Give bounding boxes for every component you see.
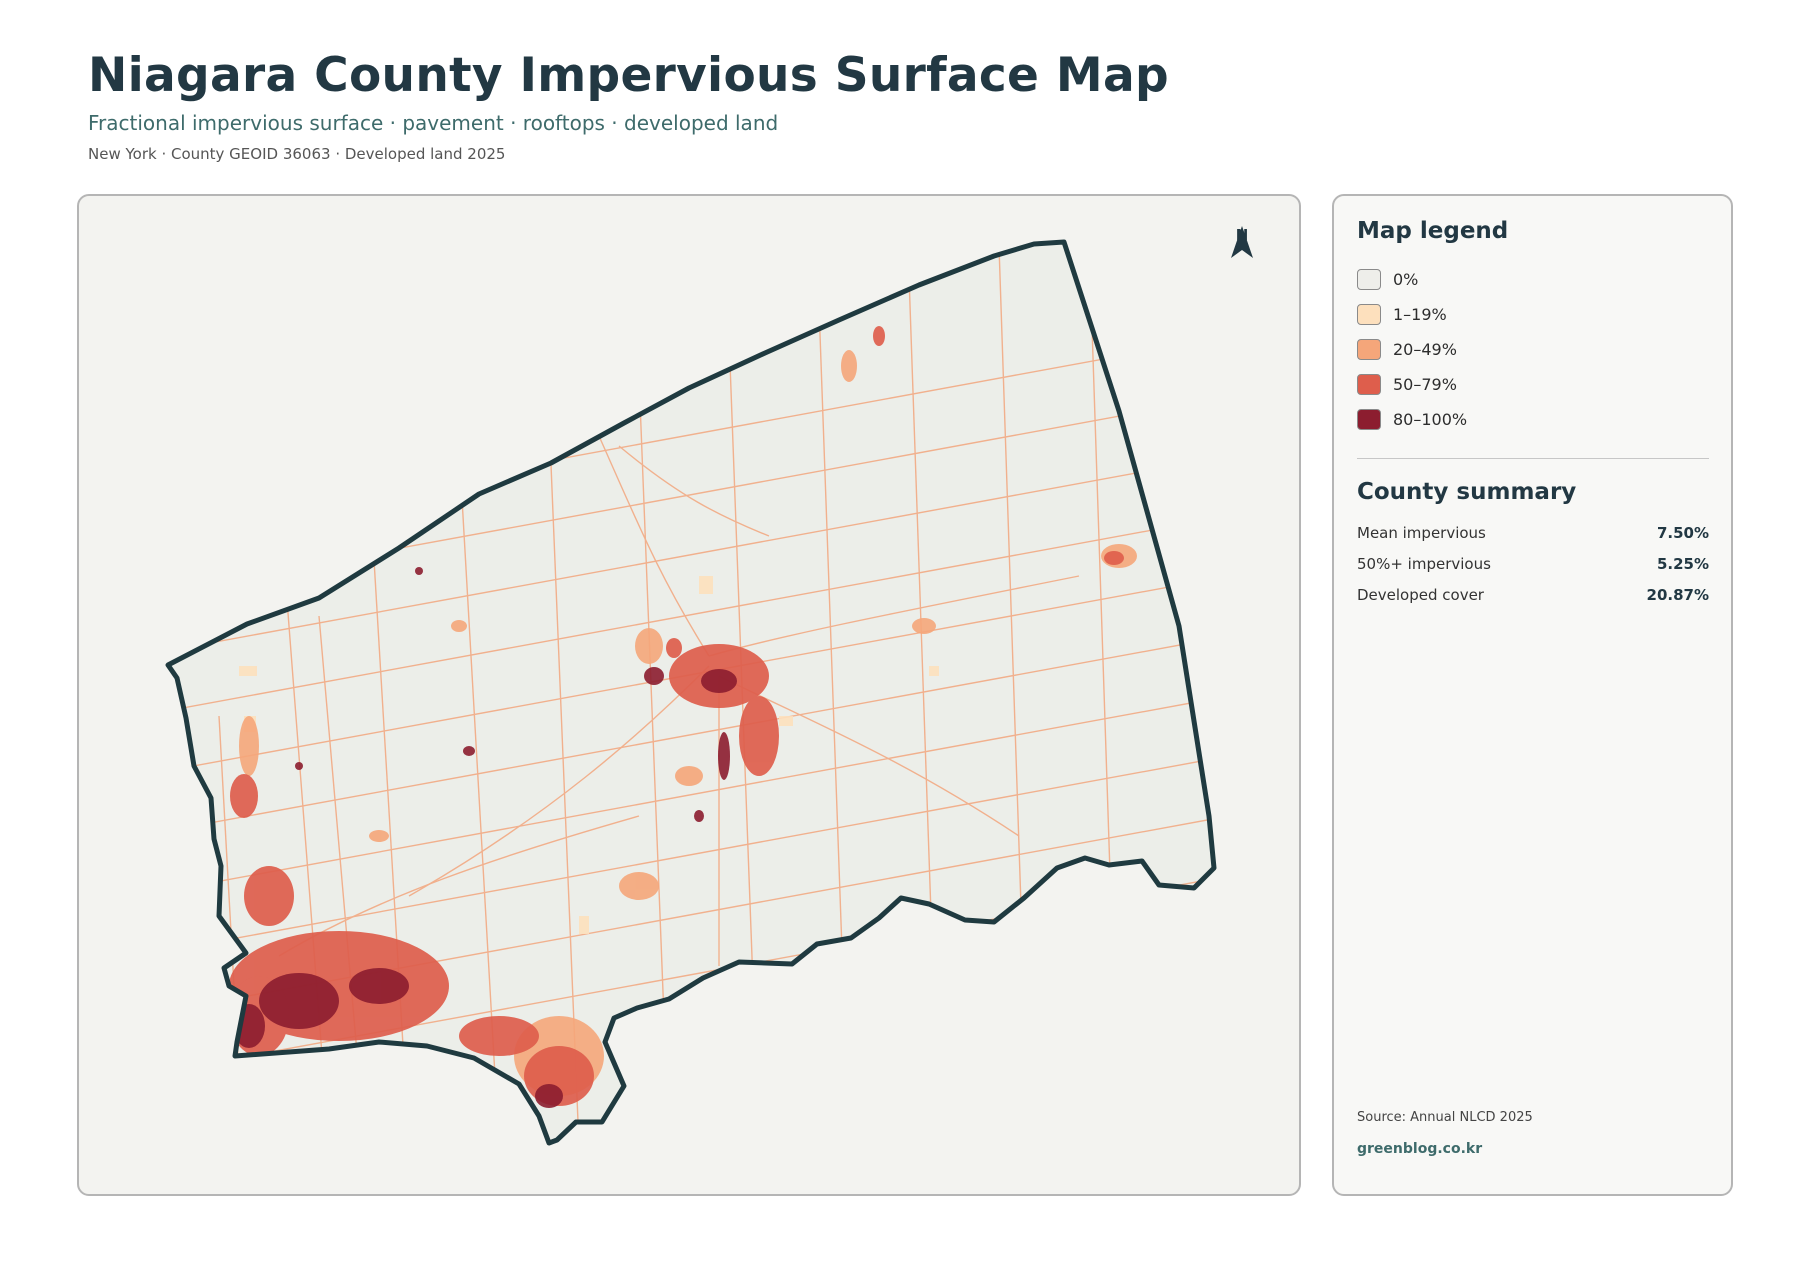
side-panel: Map legend 0% 1–19% 20–49% 50–79% 80–100… [1332, 194, 1733, 1196]
north-arrow-icon [1227, 224, 1257, 260]
stat-value: 5.25% [1657, 555, 1709, 573]
legend-swatch [1357, 409, 1381, 430]
stat-label: Developed cover [1357, 586, 1484, 604]
legend-swatch [1357, 339, 1381, 360]
legend-label: 50–79% [1393, 375, 1457, 394]
legend-item: 80–100% [1357, 402, 1709, 437]
legend-title: Map legend [1357, 218, 1709, 244]
county-map[interactable] [79, 196, 1301, 1196]
stat-row: Developed cover 20.87% [1357, 579, 1709, 610]
summary-stats: Mean impervious 7.50% 50%+ impervious 5.… [1357, 517, 1709, 610]
stat-value: 20.87% [1647, 586, 1709, 604]
page-title: Niagara County Impervious Surface Map [88, 48, 1169, 103]
stat-row: 50%+ impervious 5.25% [1357, 548, 1709, 579]
stat-row: Mean impervious 7.50% [1357, 517, 1709, 548]
credit-link[interactable]: greenblog.co.kr [1357, 1141, 1482, 1157]
legend-swatch [1357, 304, 1381, 325]
legend-item: 50–79% [1357, 367, 1709, 402]
legend-label: 80–100% [1393, 410, 1467, 429]
page-meta: New York · County GEOID 36063 · Develope… [88, 145, 1169, 163]
source-note: Source: Annual NLCD 2025 [1357, 1110, 1533, 1125]
stat-label: 50%+ impervious [1357, 555, 1491, 573]
legend-label: 20–49% [1393, 340, 1457, 359]
summary-title: County summary [1357, 479, 1709, 505]
stat-value: 7.50% [1657, 524, 1709, 542]
divider [1357, 458, 1709, 459]
legend-swatch [1357, 269, 1381, 290]
legend-item: 20–49% [1357, 332, 1709, 367]
page-subtitle: Fractional impervious surface · pavement… [88, 111, 1169, 135]
north-arrow: N [1227, 224, 1257, 244]
map-panel[interactable]: N [77, 194, 1301, 1196]
legend-item: 1–19% [1357, 297, 1709, 332]
stat-label: Mean impervious [1357, 524, 1486, 542]
legend-swatch [1357, 374, 1381, 395]
header: Niagara County Impervious Surface Map Fr… [88, 48, 1169, 163]
legend-label: 0% [1393, 270, 1418, 289]
legend-item: 0% [1357, 262, 1709, 297]
legend-label: 1–19% [1393, 305, 1447, 324]
legend-list: 0% 1–19% 20–49% 50–79% 80–100% [1357, 262, 1709, 437]
